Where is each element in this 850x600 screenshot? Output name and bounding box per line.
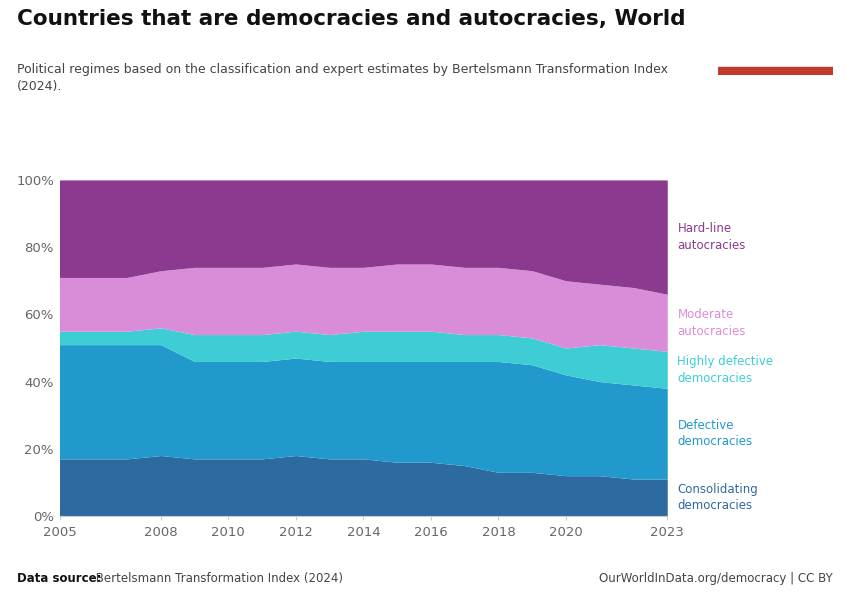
- Bar: [718, 67, 833, 75]
- Text: Defective
democracies: Defective democracies: [677, 419, 752, 448]
- Text: Consolidating
democracies: Consolidating democracies: [677, 483, 758, 512]
- Text: OurWorldInData.org/democracy | CC BY: OurWorldInData.org/democracy | CC BY: [599, 572, 833, 585]
- Text: in Data: in Data: [751, 43, 801, 56]
- Text: Political regimes based on the classification and expert estimates by Bertelsman: Political regimes based on the classific…: [17, 63, 668, 93]
- Text: Data source:: Data source:: [17, 572, 101, 585]
- Text: Highly defective
democracies: Highly defective democracies: [677, 355, 774, 385]
- Text: Countries that are democracies and autocracies, World: Countries that are democracies and autoc…: [17, 9, 685, 29]
- Text: Bertelsmann Transformation Index (2024): Bertelsmann Transformation Index (2024): [92, 572, 343, 585]
- Text: Our World: Our World: [740, 23, 811, 36]
- Text: Moderate
autocracies: Moderate autocracies: [677, 308, 745, 338]
- Text: Hard-line
autocracies: Hard-line autocracies: [677, 223, 745, 252]
